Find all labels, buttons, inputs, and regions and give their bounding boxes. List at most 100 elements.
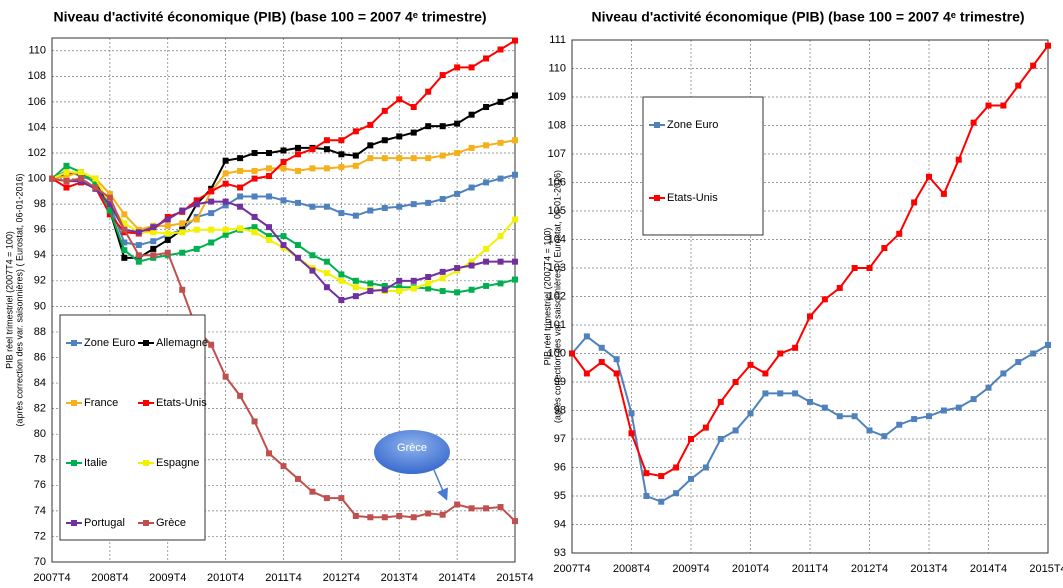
point (323, 165, 330, 172)
point (251, 175, 258, 182)
point (512, 276, 518, 283)
legend-marker (71, 520, 77, 526)
point (468, 258, 475, 265)
legend-marker (71, 400, 77, 406)
legend-marker (71, 460, 77, 466)
point (323, 137, 330, 144)
point (251, 150, 258, 157)
point (323, 495, 330, 502)
point (497, 98, 504, 105)
point (150, 238, 157, 245)
point (121, 211, 128, 218)
point (150, 229, 157, 236)
point (338, 271, 345, 278)
legend-label: Zone Euro (667, 119, 718, 131)
point (208, 210, 215, 217)
y-tick-label: 105 (548, 205, 566, 217)
point (164, 236, 171, 243)
point (92, 180, 99, 187)
point (106, 211, 113, 218)
point (251, 193, 258, 200)
y-tick-label: 80 (34, 428, 46, 440)
point (323, 284, 330, 291)
point (955, 404, 962, 411)
point (381, 107, 388, 114)
point (439, 196, 446, 203)
point (294, 475, 301, 482)
point (512, 37, 518, 44)
point (926, 173, 932, 180)
point (208, 226, 215, 233)
point (280, 158, 287, 165)
point (970, 119, 977, 126)
point (367, 288, 374, 295)
point (454, 150, 461, 157)
point (439, 511, 446, 518)
point (1045, 341, 1051, 348)
point (381, 137, 388, 144)
point (881, 433, 888, 440)
point (280, 242, 287, 249)
point (955, 156, 962, 163)
point (717, 436, 724, 442)
legend-label: Espagne (156, 457, 199, 469)
point (266, 233, 273, 240)
point (1015, 82, 1022, 89)
y-tick-label: 110 (548, 62, 566, 74)
point (338, 164, 345, 171)
legend-label: France (84, 397, 118, 409)
y-tick-label: 94 (554, 518, 566, 530)
point (881, 245, 888, 252)
point (309, 146, 316, 153)
y-tick-label: 96 (554, 461, 566, 473)
x-tick-label: 2011T4 (265, 572, 302, 584)
point (266, 193, 273, 200)
point (569, 350, 575, 357)
point (63, 178, 70, 185)
point (396, 512, 403, 519)
point (628, 430, 635, 437)
y-tick-label: 72 (34, 530, 46, 542)
point (251, 213, 258, 220)
point (222, 198, 229, 205)
legend-label: Allemagne (156, 337, 208, 349)
point (468, 64, 475, 71)
point (150, 245, 157, 252)
x-tick-label: 2012T4 (851, 563, 888, 575)
point (896, 230, 903, 237)
point (468, 286, 475, 293)
y-tick-label: 106 (28, 96, 46, 108)
point (49, 175, 55, 182)
point (454, 120, 461, 127)
point (940, 190, 947, 197)
point (940, 407, 947, 414)
point (410, 514, 417, 521)
point (338, 277, 345, 284)
legend-label: Etats-Unis (156, 397, 207, 409)
point (512, 258, 518, 265)
point (352, 512, 359, 519)
point (106, 194, 113, 201)
point (717, 398, 724, 405)
point (179, 249, 186, 256)
point (821, 296, 828, 303)
point (439, 275, 446, 282)
point (381, 282, 388, 289)
point (381, 155, 388, 162)
point (1015, 359, 1022, 366)
point (294, 167, 301, 174)
point (251, 229, 258, 236)
x-tick-label: 2013T4 (910, 563, 947, 575)
x-tick-label: 2007T4 (553, 563, 590, 575)
point (179, 286, 186, 293)
point (309, 252, 316, 259)
y-tick-label: 88 (34, 326, 46, 338)
point (338, 297, 345, 303)
y-tick-label: 108 (548, 119, 566, 131)
point (208, 341, 215, 348)
x-tick-label: 2014T4 (970, 563, 1007, 575)
legend-marker (143, 460, 149, 466)
point (266, 173, 273, 180)
x-tick-label: 2014T4 (438, 572, 475, 584)
point (179, 220, 186, 227)
